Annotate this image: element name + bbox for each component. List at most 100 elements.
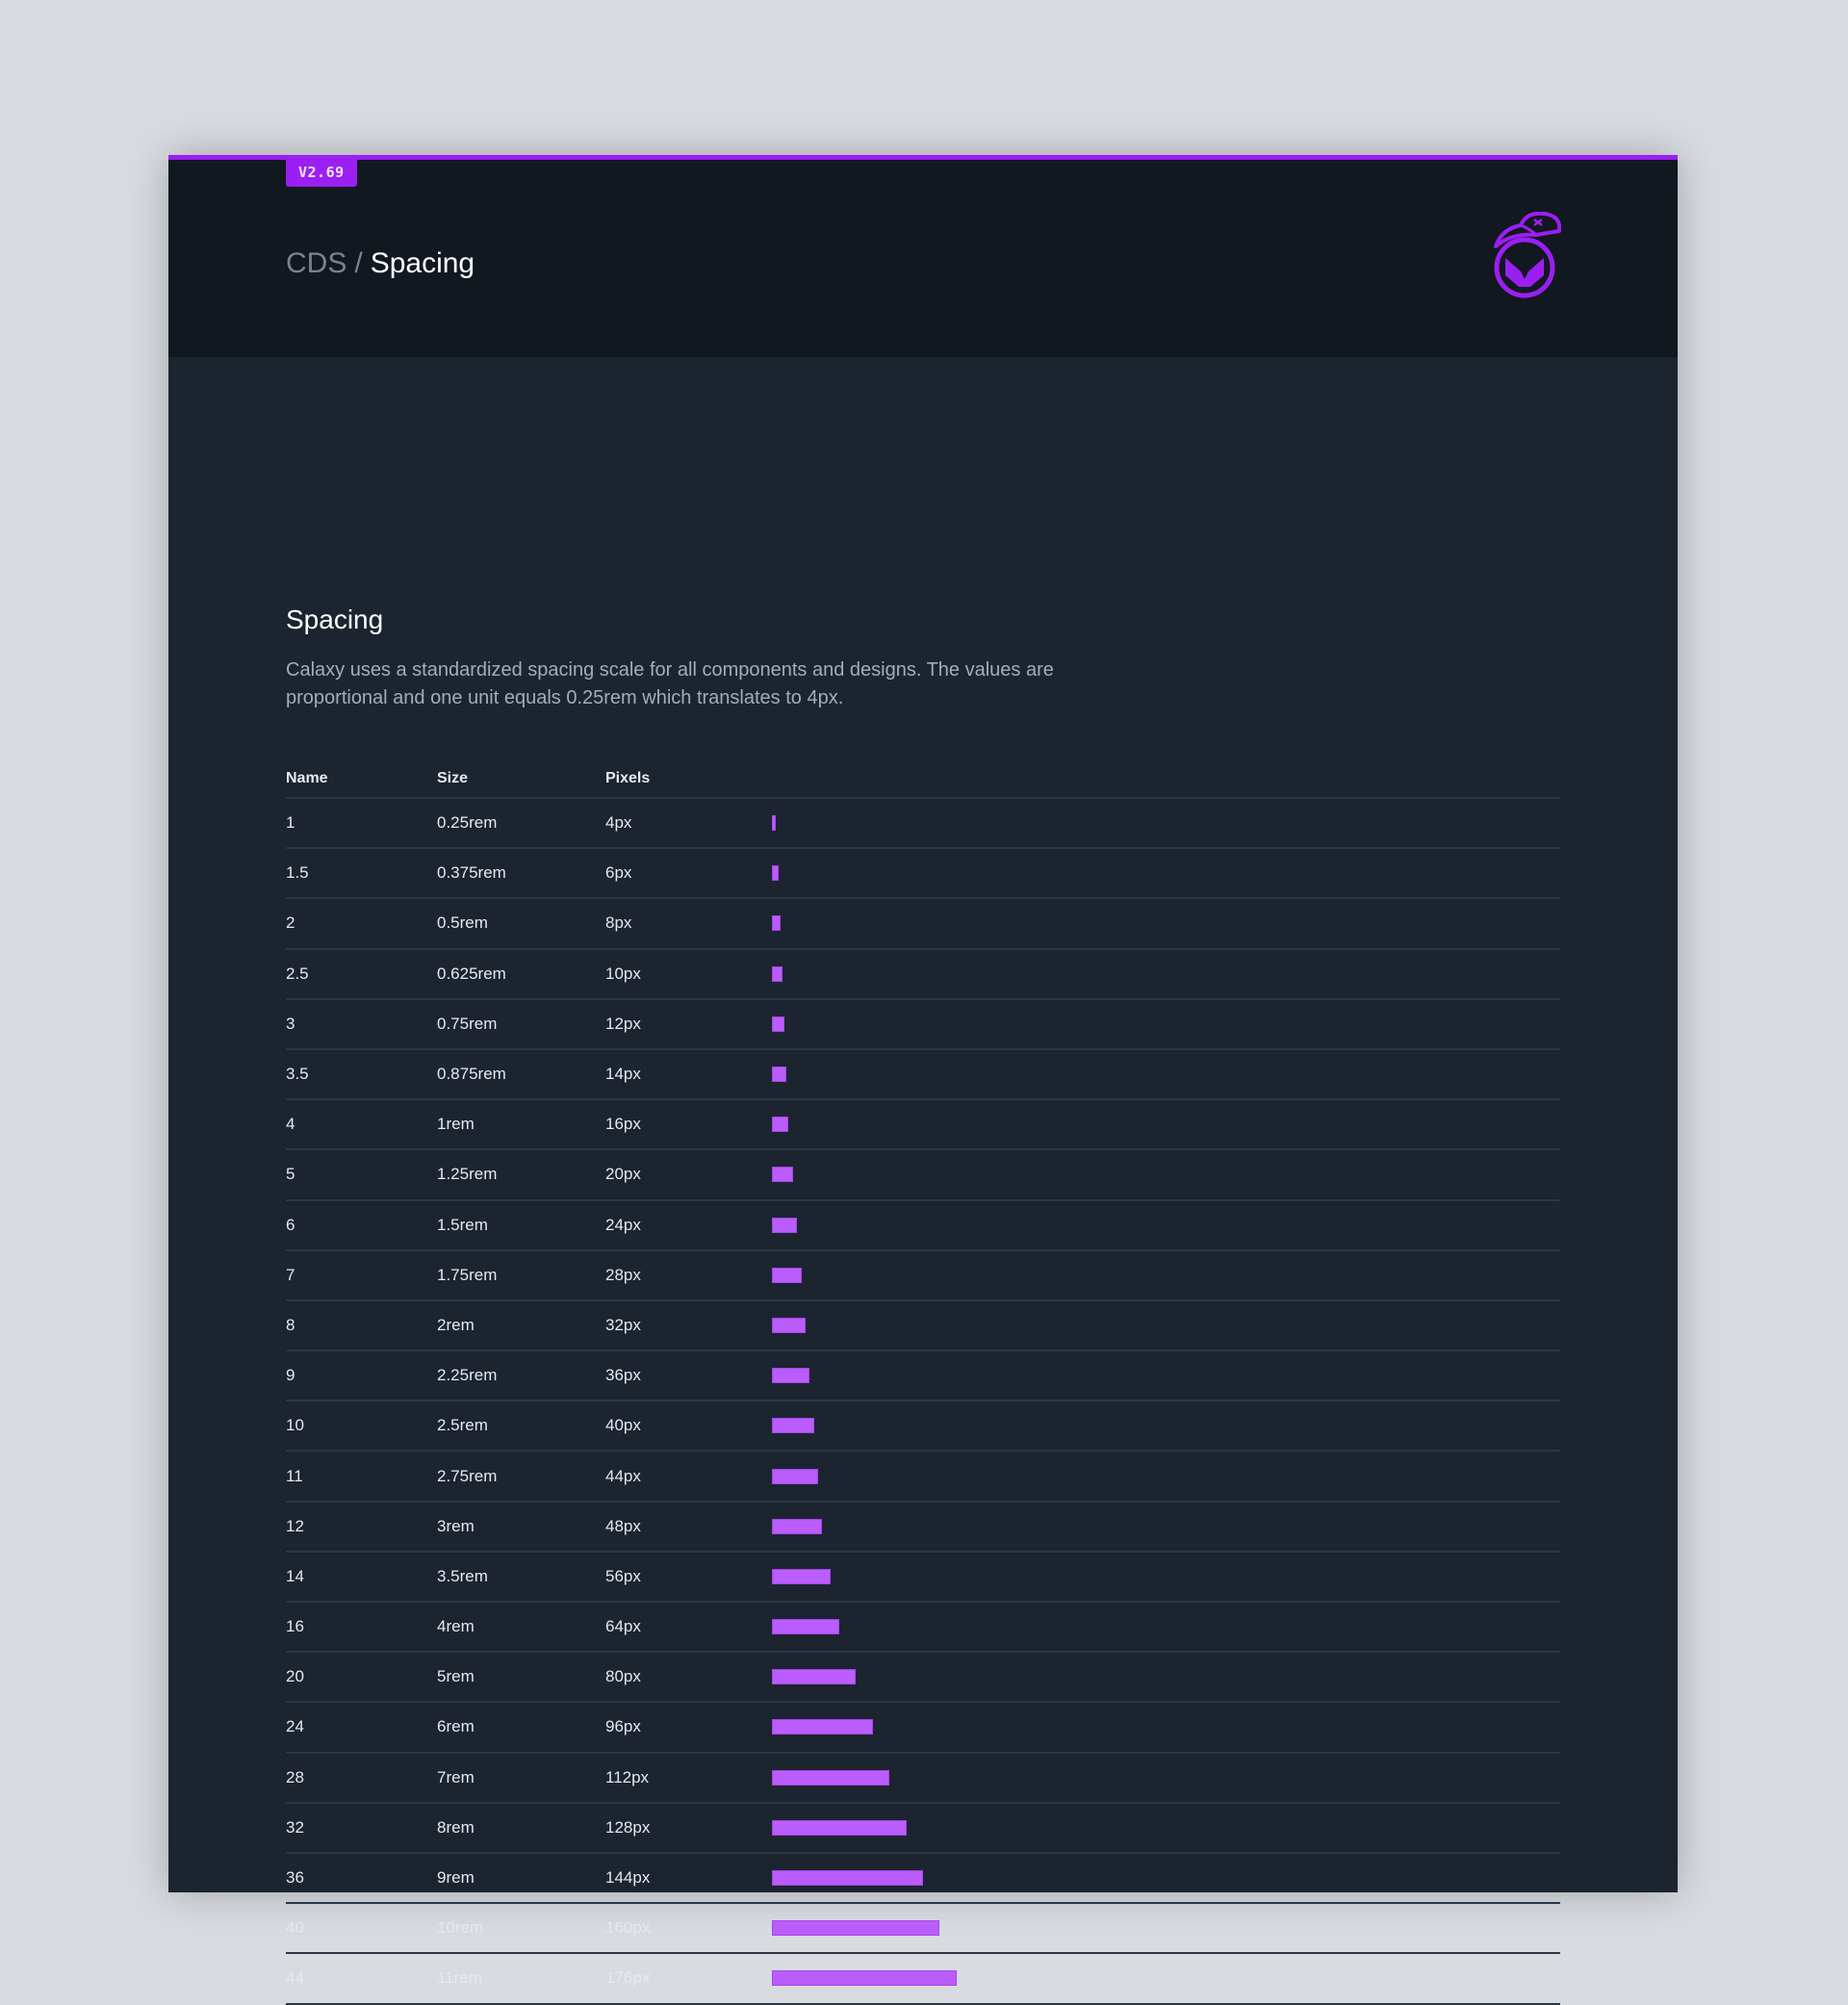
spacing-size: 0.625rem <box>437 964 506 983</box>
spacing-bar <box>772 1970 957 1987</box>
spacing-size: 1rem <box>437 1115 475 1134</box>
table-row: 24 6rem 96px <box>286 1703 1560 1754</box>
breadcrumb-root[interactable]: CDS <box>286 247 347 279</box>
table-row: 9 2.25rem 36px <box>286 1351 1560 1402</box>
spacing-pixels: 144px <box>605 1868 651 1888</box>
spacing-bar <box>772 1368 809 1384</box>
spacing-name: 4 <box>286 1115 295 1134</box>
spacing-pixels: 176px <box>605 1968 651 1988</box>
table-row: 6 1.5rem 24px <box>286 1201 1560 1251</box>
spacing-bar <box>772 1015 784 1032</box>
table-row: 4 1rem 16px <box>286 1100 1560 1151</box>
spacing-bar <box>772 865 779 882</box>
spacing-pixels: 44px <box>605 1466 641 1485</box>
spacing-name: 3.5 <box>286 1065 309 1084</box>
column-header-size: Size <box>437 769 469 786</box>
spacing-size: 2rem <box>437 1315 475 1334</box>
spacing-preview <box>772 1468 1560 1484</box>
spacing-table: Name Size Pixels 1 0.25rem 4px 1.5 0.375rem 6… <box>286 759 1560 2005</box>
spacing-name: 14 <box>286 1566 304 1585</box>
spacing-preview <box>772 1619 1560 1635</box>
table-row: 3 0.75rem 12px <box>286 1000 1560 1050</box>
spacing-size: 2.25rem <box>437 1366 498 1385</box>
spacing-preview <box>772 1015 1560 1032</box>
spacing-size: 0.375rem <box>437 863 506 883</box>
spacing-bar <box>772 815 776 832</box>
spacing-preview <box>772 1769 1560 1786</box>
spacing-pixels: 160px <box>605 1918 651 1938</box>
capped-mascot-logo-icon[interactable] <box>1492 212 1561 298</box>
spacing-bar <box>772 1418 814 1434</box>
spacing-pixels: 16px <box>605 1115 641 1134</box>
spacing-preview <box>772 1719 1560 1735</box>
table-row: 32 8rem 128px <box>286 1804 1560 1854</box>
spacing-size: 4rem <box>437 1617 475 1636</box>
breadcrumb: CDS / Spacing <box>286 244 475 283</box>
spacing-name: 32 <box>286 1817 304 1837</box>
spacing-bar <box>772 1669 856 1685</box>
table-row: 11 2.75rem 44px <box>286 1452 1560 1503</box>
breadcrumb-separator: / <box>354 247 363 279</box>
table-row: 8 2rem 32px <box>286 1301 1560 1352</box>
table-row: 5 1.25rem 20px <box>286 1150 1560 1201</box>
spacing-pixels: 96px <box>605 1717 641 1736</box>
spacing-pixels: 14px <box>605 1065 641 1084</box>
spacing-preview <box>772 1368 1560 1384</box>
spacing-size: 0.875rem <box>437 1065 506 1084</box>
spacing-name: 10 <box>286 1416 304 1435</box>
spacing-name: 12 <box>286 1516 304 1535</box>
spacing-pixels: 20px <box>605 1165 641 1184</box>
spacing-pixels: 56px <box>605 1566 641 1585</box>
doc-panel: V2.69 CDS / Spacing Spacing Calaxy uses a … <box>168 155 1678 2005</box>
spacing-size: 10rem <box>437 1918 484 1938</box>
spacing-size: 6rem <box>437 1717 475 1736</box>
spacing-bar <box>772 1067 786 1083</box>
spacing-preview <box>772 1167 1560 1183</box>
spacing-pixels: 40px <box>605 1416 641 1435</box>
table-row: 44 11rem 176px <box>286 1954 1560 2005</box>
spacing-size: 0.25rem <box>437 813 498 833</box>
spacing-bar <box>772 1619 839 1635</box>
spacing-bar <box>772 1518 822 1534</box>
spacing-preview <box>772 1267 1560 1283</box>
version-badge: V2.69 <box>286 160 357 187</box>
spacing-name: 5 <box>286 1165 295 1184</box>
spacing-preview <box>772 915 1560 932</box>
spacing-bar <box>772 1870 923 1887</box>
table-body: 1 0.25rem 4px 1.5 0.375rem 6px 2 0.5rem 8px 2.5 0.… <box>286 799 1560 2005</box>
spacing-bar <box>772 1568 831 1584</box>
spacing-bar <box>772 1719 873 1735</box>
spacing-pixels: 36px <box>605 1366 641 1385</box>
spacing-bar <box>772 915 781 932</box>
spacing-pixels: 4px <box>605 813 632 833</box>
spacing-size: 7rem <box>437 1767 475 1787</box>
spacing-bar <box>772 1819 907 1836</box>
spacing-size: 3rem <box>437 1516 475 1535</box>
spacing-name: 7 <box>286 1265 295 1284</box>
spacing-size: 1.5rem <box>437 1215 488 1234</box>
spacing-preview <box>772 1217 1560 1233</box>
spacing-preview <box>772 1970 1560 1987</box>
spacing-preview <box>772 1117 1560 1133</box>
spacing-preview <box>772 1418 1560 1434</box>
table-header: Name Size Pixels <box>286 759 1560 799</box>
spacing-size: 1.25rem <box>437 1165 498 1184</box>
page-header: V2.69 CDS / Spacing <box>168 160 1678 357</box>
spacing-pixels: 12px <box>605 1014 641 1033</box>
spacing-size: 9rem <box>437 1868 475 1888</box>
spacing-name: 20 <box>286 1667 304 1686</box>
spacing-preview <box>772 1067 1560 1083</box>
spacing-size: 2.75rem <box>437 1466 498 1485</box>
spacing-name: 2 <box>286 913 295 933</box>
spacing-preview <box>772 1518 1560 1534</box>
spacing-size: 8rem <box>437 1817 475 1837</box>
table-row: 2.5 0.625rem 10px <box>286 950 1560 1000</box>
spacing-size: 0.5rem <box>437 913 488 933</box>
table-row: 2 0.5rem 8px <box>286 899 1560 950</box>
spacing-preview <box>772 1669 1560 1685</box>
spacing-preview <box>772 1819 1560 1836</box>
spacing-name: 40 <box>286 1918 304 1938</box>
spacing-bar <box>772 1267 802 1283</box>
spacing-preview <box>772 965 1560 982</box>
table-row: 1.5 0.375rem 6px <box>286 849 1560 900</box>
